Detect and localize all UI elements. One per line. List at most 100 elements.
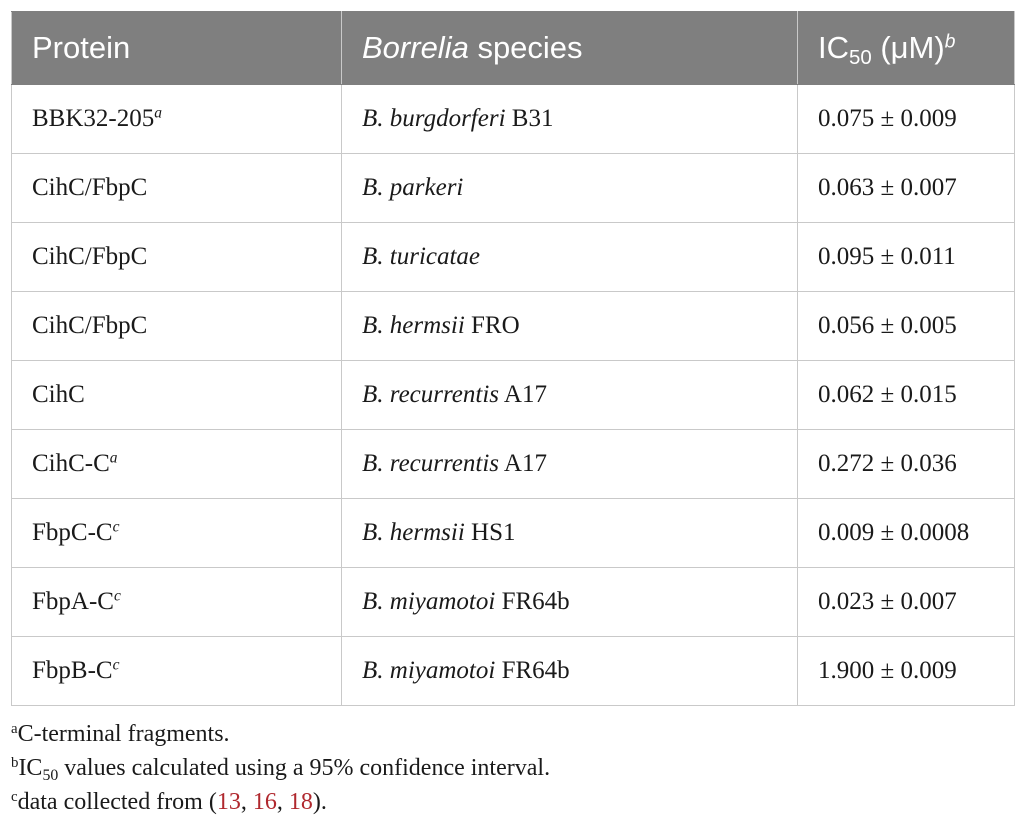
table-row: FbpA-Cc B. miyamotoi FR64b 0.023 ± 0.007 <box>11 567 1015 637</box>
protein-cell: CihC-Ca <box>11 429 342 499</box>
species-strain: FRO <box>464 312 520 339</box>
reference-link-18[interactable]: 18 <box>288 789 313 815</box>
protein-name: FbpB-C <box>32 657 113 684</box>
species-italic: B. hermsii <box>362 312 465 339</box>
species-cell: B. recurrentis A17 <box>341 360 798 430</box>
footnote-c-sep2: , <box>276 789 289 815</box>
table-row: FbpB-Cc B. miyamotoi FR64b 1.900 ± 0.009 <box>11 636 1015 706</box>
table-row: CihC-Ca B. recurrentis A17 0.272 ± 0.036 <box>11 429 1015 499</box>
species-strain: FR64b <box>495 657 570 684</box>
ic50-cell: 0.056 ± 0.005 <box>797 291 1015 361</box>
species-italic: B. recurrentis <box>362 381 500 408</box>
ic50-cell: 0.023 ± 0.007 <box>797 567 1015 637</box>
protein-name: FbpC-C <box>32 519 113 546</box>
header-ic-sup: b <box>944 31 956 53</box>
table-row: BBK32-205a B. burgdorferi B31 0.075 ± 0.00… <box>11 84 1015 154</box>
footnote-b-prefix: IC <box>18 755 43 781</box>
table-row: FbpC-Cc B. hermsii HS1 0.009 ± 0.0008 <box>11 498 1015 568</box>
header-species-rest: species <box>468 30 583 65</box>
ic50-value: 0.062 ± 0.015 <box>818 381 957 408</box>
ic50-cell: 0.095 ± 0.011 <box>797 222 1015 292</box>
footnote-c-sep1: , <box>240 789 253 815</box>
ic50-cell: 0.063 ± 0.007 <box>797 153 1015 223</box>
protein-name: BBK32-205 <box>32 105 155 132</box>
footnote-b-sub: 50 <box>42 766 59 784</box>
species-italic: B. parkeri <box>362 174 464 201</box>
species-italic: B. miyamotoi <box>362 588 496 615</box>
ic50-value: 0.272 ± 0.036 <box>818 450 957 477</box>
species-cell: B. miyamotoi FR64b <box>341 636 798 706</box>
protein-footnote-mark: a <box>109 449 118 467</box>
ic50-cell: 0.272 ± 0.036 <box>797 429 1015 499</box>
header-ic50: IC50 (μM)b <box>797 11 1015 85</box>
footnote-b-mark: b <box>11 754 19 771</box>
ic50-value: 0.075 ± 0.009 <box>818 105 957 132</box>
protein-cell: CihC/FbpC <box>11 222 342 292</box>
species-italic: B. hermsii <box>362 519 465 546</box>
protein-cell: BBK32-205a <box>11 84 342 154</box>
header-ic-sub: 50 <box>849 46 872 70</box>
ic50-cell: 0.009 ± 0.0008 <box>797 498 1015 568</box>
header-protein: Protein <box>11 11 342 85</box>
species-strain: A17 <box>499 450 547 477</box>
data-table: Protein Borrelia species IC50 (μM)b BBK3… <box>11 11 1015 706</box>
species-strain: HS1 <box>464 519 516 546</box>
species-cell: B. parkeri <box>341 153 798 223</box>
footnote-a-mark: a <box>11 720 18 737</box>
ic50-value: 0.056 ± 0.005 <box>818 312 957 339</box>
reference-link-13[interactable]: 13 <box>216 789 241 815</box>
protein-footnote-mark: c <box>113 587 121 605</box>
species-italic: B. miyamotoi <box>362 657 496 684</box>
table-header: Protein Borrelia species IC50 (μM)b <box>11 11 1015 85</box>
header-species-italic: Borrelia <box>362 30 469 65</box>
species-strain: B31 <box>505 105 554 132</box>
header-ic-prefix: IC <box>818 30 849 65</box>
protein-name: FbpA-C <box>32 588 114 615</box>
footnote-c-text-before: data collected from ( <box>17 789 217 815</box>
footnote-b-text: values calculated using a 95% confidence… <box>58 755 551 781</box>
protein-name: CihC/FbpC <box>32 243 148 270</box>
footnote-b: bIC50 values calculated using a 95% conf… <box>11 751 550 785</box>
protein-cell: FbpC-Cc <box>11 498 342 568</box>
protein-name: CihC/FbpC <box>32 174 148 201</box>
protein-cell: CihC <box>11 360 342 430</box>
ic50-value: 0.063 ± 0.007 <box>818 174 957 201</box>
species-strain: A17 <box>499 381 547 408</box>
species-cell: B. burgdorferi B31 <box>341 84 798 154</box>
ic50-value: 0.023 ± 0.007 <box>818 588 957 615</box>
footnote-a: aC-terminal fragments. <box>11 717 550 751</box>
species-strain: FR64b <box>495 588 570 615</box>
species-italic: B. recurrentis <box>362 450 500 477</box>
protein-name: CihC/FbpC <box>32 312 148 339</box>
header-ic-unit: (μM) <box>871 30 945 65</box>
ic50-value: 0.095 ± 0.011 <box>818 243 956 270</box>
protein-cell: CihC/FbpC <box>11 153 342 223</box>
footnote-c-text-after: ). <box>312 789 327 815</box>
footnote-c-mark: c <box>11 788 18 805</box>
footnotes: aC-terminal fragments. bIC50 values calc… <box>11 717 550 819</box>
species-cell: B. hermsii FRO <box>341 291 798 361</box>
protein-footnote-mark: c <box>112 518 120 536</box>
protein-cell: FbpA-Cc <box>11 567 342 637</box>
species-italic: B. turicatae <box>362 243 481 270</box>
header-protein-label: Protein <box>32 30 131 65</box>
header-species: Borrelia species <box>341 11 798 85</box>
footnote-a-text: C-terminal fragments. <box>17 721 230 747</box>
protein-name: CihC-C <box>32 450 110 477</box>
ic50-value: 1.900 ± 0.009 <box>818 657 957 684</box>
reference-link-16[interactable]: 16 <box>252 789 277 815</box>
ic50-cell: 0.062 ± 0.015 <box>797 360 1015 430</box>
table-row: CihC B. recurrentis A17 0.062 ± 0.015 <box>11 360 1015 430</box>
table-row: CihC/FbpC B. hermsii FRO 0.056 ± 0.005 <box>11 291 1015 361</box>
species-cell: B. recurrentis A17 <box>341 429 798 499</box>
species-cell: B. hermsii HS1 <box>341 498 798 568</box>
protein-cell: CihC/FbpC <box>11 291 342 361</box>
protein-name: CihC <box>32 381 85 408</box>
species-cell: B. turicatae <box>341 222 798 292</box>
header-row: Protein Borrelia species IC50 (μM)b <box>11 11 1015 85</box>
species-cell: B. miyamotoi FR64b <box>341 567 798 637</box>
footnote-c: cdata collected from (13, 16, 18). <box>11 785 550 819</box>
ic50-cell: 0.075 ± 0.009 <box>797 84 1015 154</box>
ic50-value: 0.009 ± 0.0008 <box>818 519 970 546</box>
table-body: BBK32-205a B. burgdorferi B31 0.075 ± 0.00… <box>11 84 1015 706</box>
